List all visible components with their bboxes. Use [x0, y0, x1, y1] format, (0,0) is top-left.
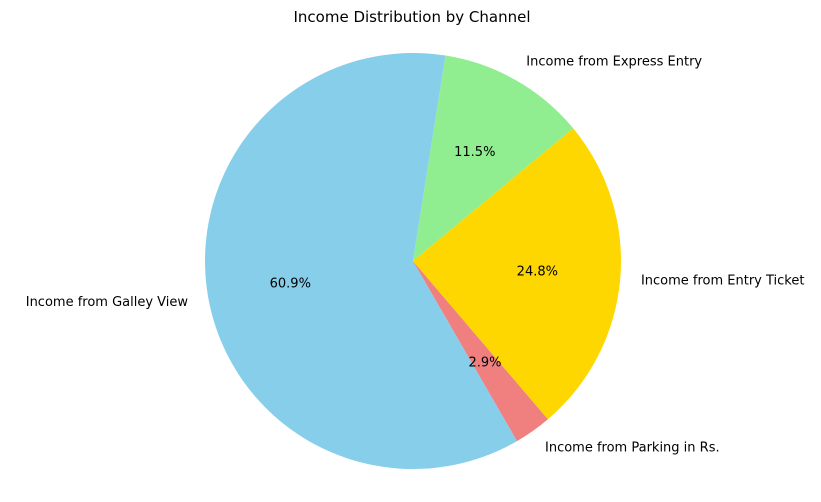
pie-pct-label: 24.8% — [517, 264, 558, 279]
pie-labels: 60.9% Income from Galley View 2.9% Income f… — [26, 55, 805, 456]
pie-category-label: Income from Galley View — [26, 295, 189, 310]
pie-pct-label: 60.9% — [270, 276, 311, 291]
pie-pct-label: 2.9% — [468, 355, 501, 370]
pie-pct-label: 11.5% — [454, 145, 495, 160]
pie-slice-income-from-entry-ticket — [413, 128, 622, 420]
chart-title: Income Distribution by Channel — [294, 8, 531, 26]
pie-category-label: Income from Parking in Rs. — [545, 440, 720, 455]
pie-slices — [205, 53, 622, 470]
pie-category-label: Income from Entry Ticket — [641, 273, 805, 288]
pie-category-label: Income from Express Entry — [526, 55, 702, 70]
pie-slice-income-from-parking-in-rs — [413, 261, 548, 442]
pie-slice-income-from-express-entry — [413, 55, 574, 262]
pie-slice-income-from-galley-view — [205, 53, 518, 470]
